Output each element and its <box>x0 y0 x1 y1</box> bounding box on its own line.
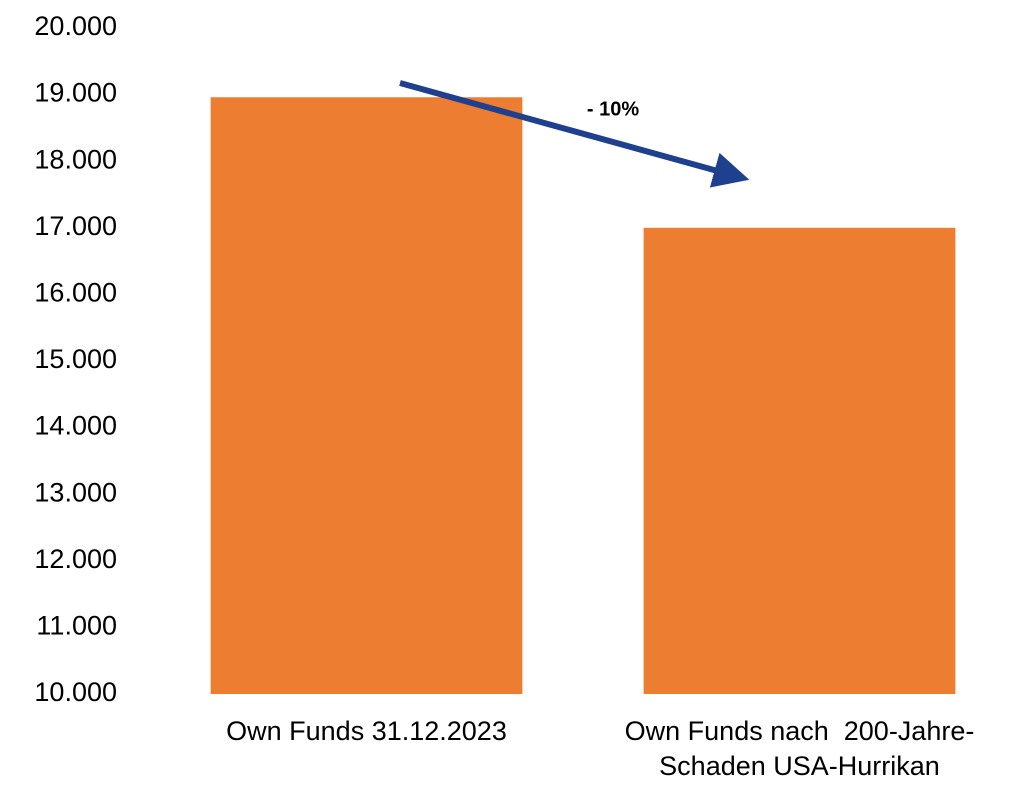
x-tick-label: Own Funds nach 200-Jahre-Schaden USA-Hur… <box>624 716 975 781</box>
y-tick-label: 17.000 <box>34 211 117 241</box>
y-tick-label: 19.000 <box>34 78 117 108</box>
y-tick-label: 18.000 <box>34 144 117 174</box>
y-tick-label: 14.000 <box>34 411 117 441</box>
bar <box>643 227 956 695</box>
y-tick-label: 11.000 <box>36 611 117 641</box>
y-tick-label: 10.000 <box>34 677 117 707</box>
y-tick-label: 13.000 <box>34 477 117 507</box>
y-tick-label: 20.000 <box>34 11 117 41</box>
trend-arrow <box>399 80 750 188</box>
x-tick-label: Own Funds 31.12.2023 <box>226 716 507 746</box>
y-tick-label: 16.000 <box>34 278 117 308</box>
annotation: - 10% <box>587 98 639 120</box>
y-tick-label: 15.000 <box>34 344 117 374</box>
y-tick-label: 12.000 <box>34 544 117 574</box>
bar <box>210 97 523 695</box>
